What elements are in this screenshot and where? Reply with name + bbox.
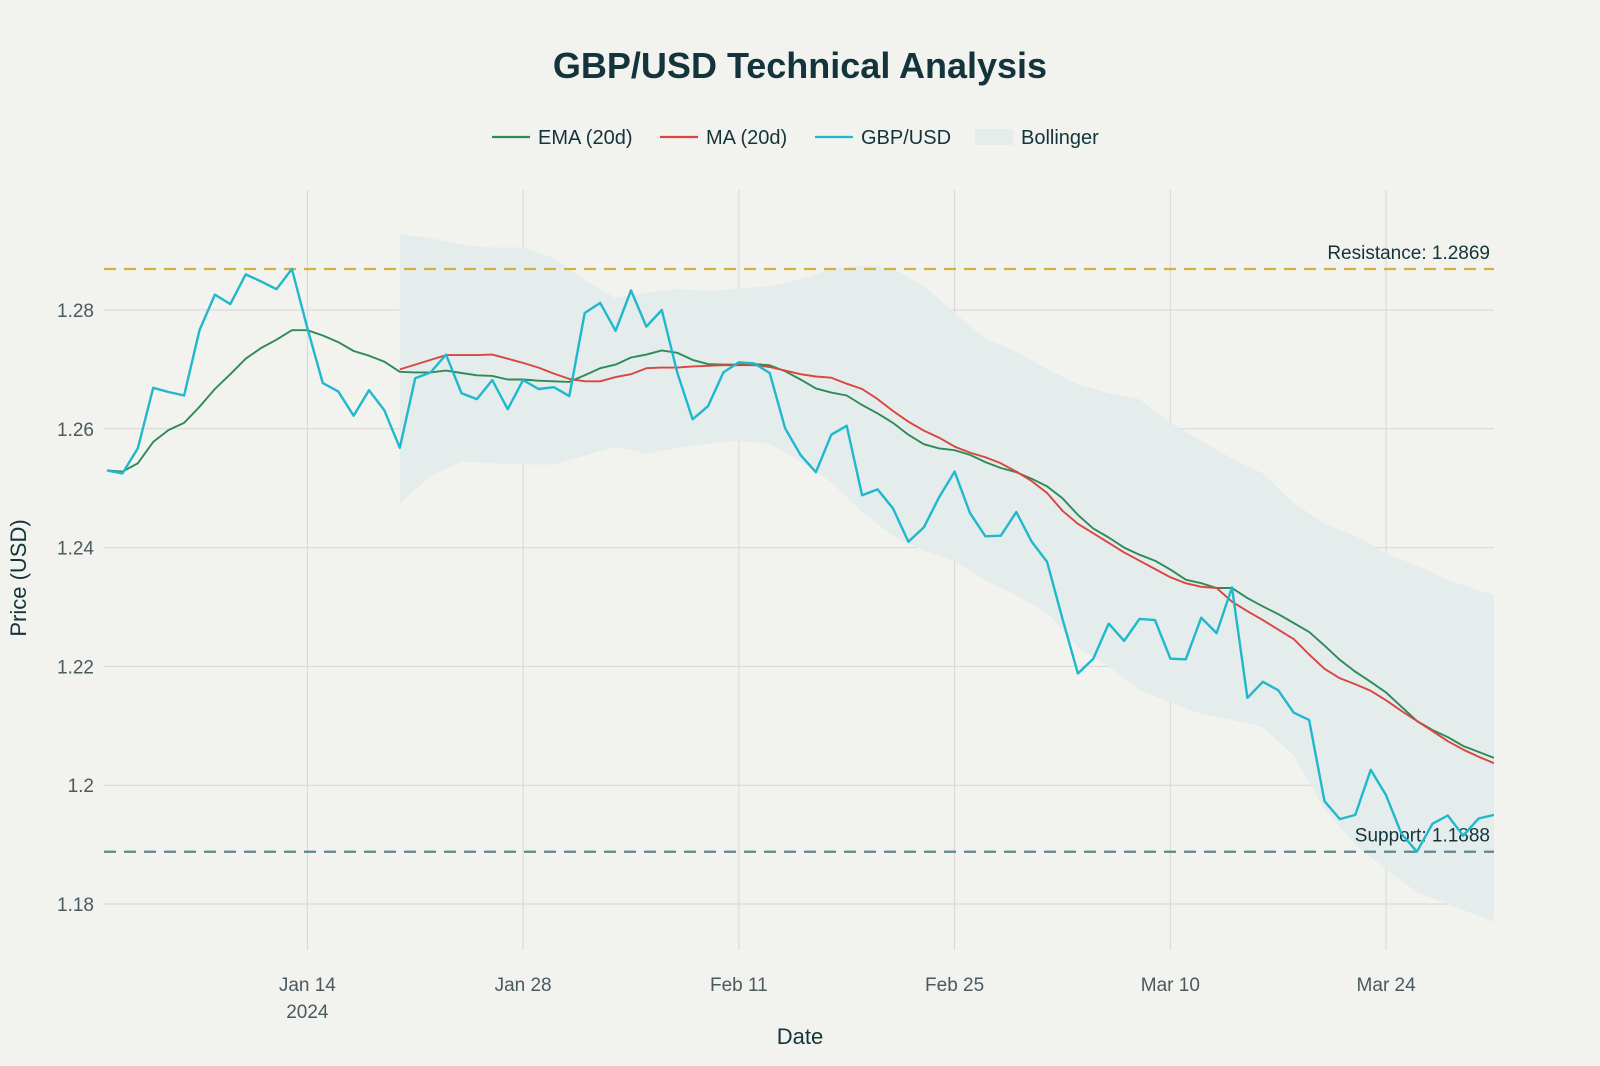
y-tick-label: 1.28 — [57, 301, 94, 322]
series-lines — [106, 267, 1494, 853]
y-tick-label: 1.22 — [57, 657, 94, 678]
ema-line — [106, 329, 1494, 759]
legend-label: EMA (20d) — [538, 127, 632, 149]
y-axis-title: Price (USD) — [6, 519, 31, 636]
y-tick-label: 1.26 — [57, 420, 94, 441]
reference-lines: Resistance: 1.2869 Support: 1.1888 — [104, 243, 1494, 853]
x-tick-label: Feb 25 — [925, 975, 984, 996]
x-tick-label: Jan 14 — [279, 975, 336, 996]
x-tick-label: Mar 24 — [1357, 975, 1417, 996]
x-tick-label: Jan 28 — [495, 975, 552, 996]
ma-line — [399, 353, 1494, 765]
legend-label: GBP/USD — [861, 127, 951, 149]
legend-label: Bollinger — [1021, 127, 1099, 149]
legend-swatch-bollinger — [975, 129, 1013, 145]
chart-title: GBP/USD Technical Analysis — [553, 45, 1047, 86]
support-label: Support: 1.1888 — [1355, 826, 1490, 847]
y-tick-label: 1.2 — [68, 776, 94, 797]
x-tick-sublabel: 2024 — [286, 1002, 329, 1023]
legend-label: MA (20d) — [706, 127, 787, 149]
legend: EMA (20d) MA (20d) GBP/USD Bollinger — [492, 127, 1099, 149]
x-tick-label: Mar 10 — [1141, 975, 1200, 996]
bollinger-band-area — [399, 234, 1494, 922]
y-tick-label: 1.18 — [57, 895, 94, 916]
x-tick-label: Feb 11 — [710, 975, 768, 996]
resistance-label: Resistance: 1.2869 — [1327, 243, 1490, 264]
x-axis-title: Date — [777, 1024, 823, 1049]
y-tick-label: 1.24 — [57, 539, 94, 560]
y-axis-ticks: 1.18 1.2 1.22 1.24 1.26 1.28 — [57, 301, 94, 916]
x-axis-ticks: Jan 14 2024 Jan 28 Feb 11 Feb 25 Mar 10 Mar 24 — [279, 975, 1416, 1023]
gbpusd-line — [106, 267, 1494, 853]
plot-area: Resistance: 1.2869 Support: 1.1888 — [104, 190, 1494, 950]
bollinger-band — [399, 234, 1494, 922]
